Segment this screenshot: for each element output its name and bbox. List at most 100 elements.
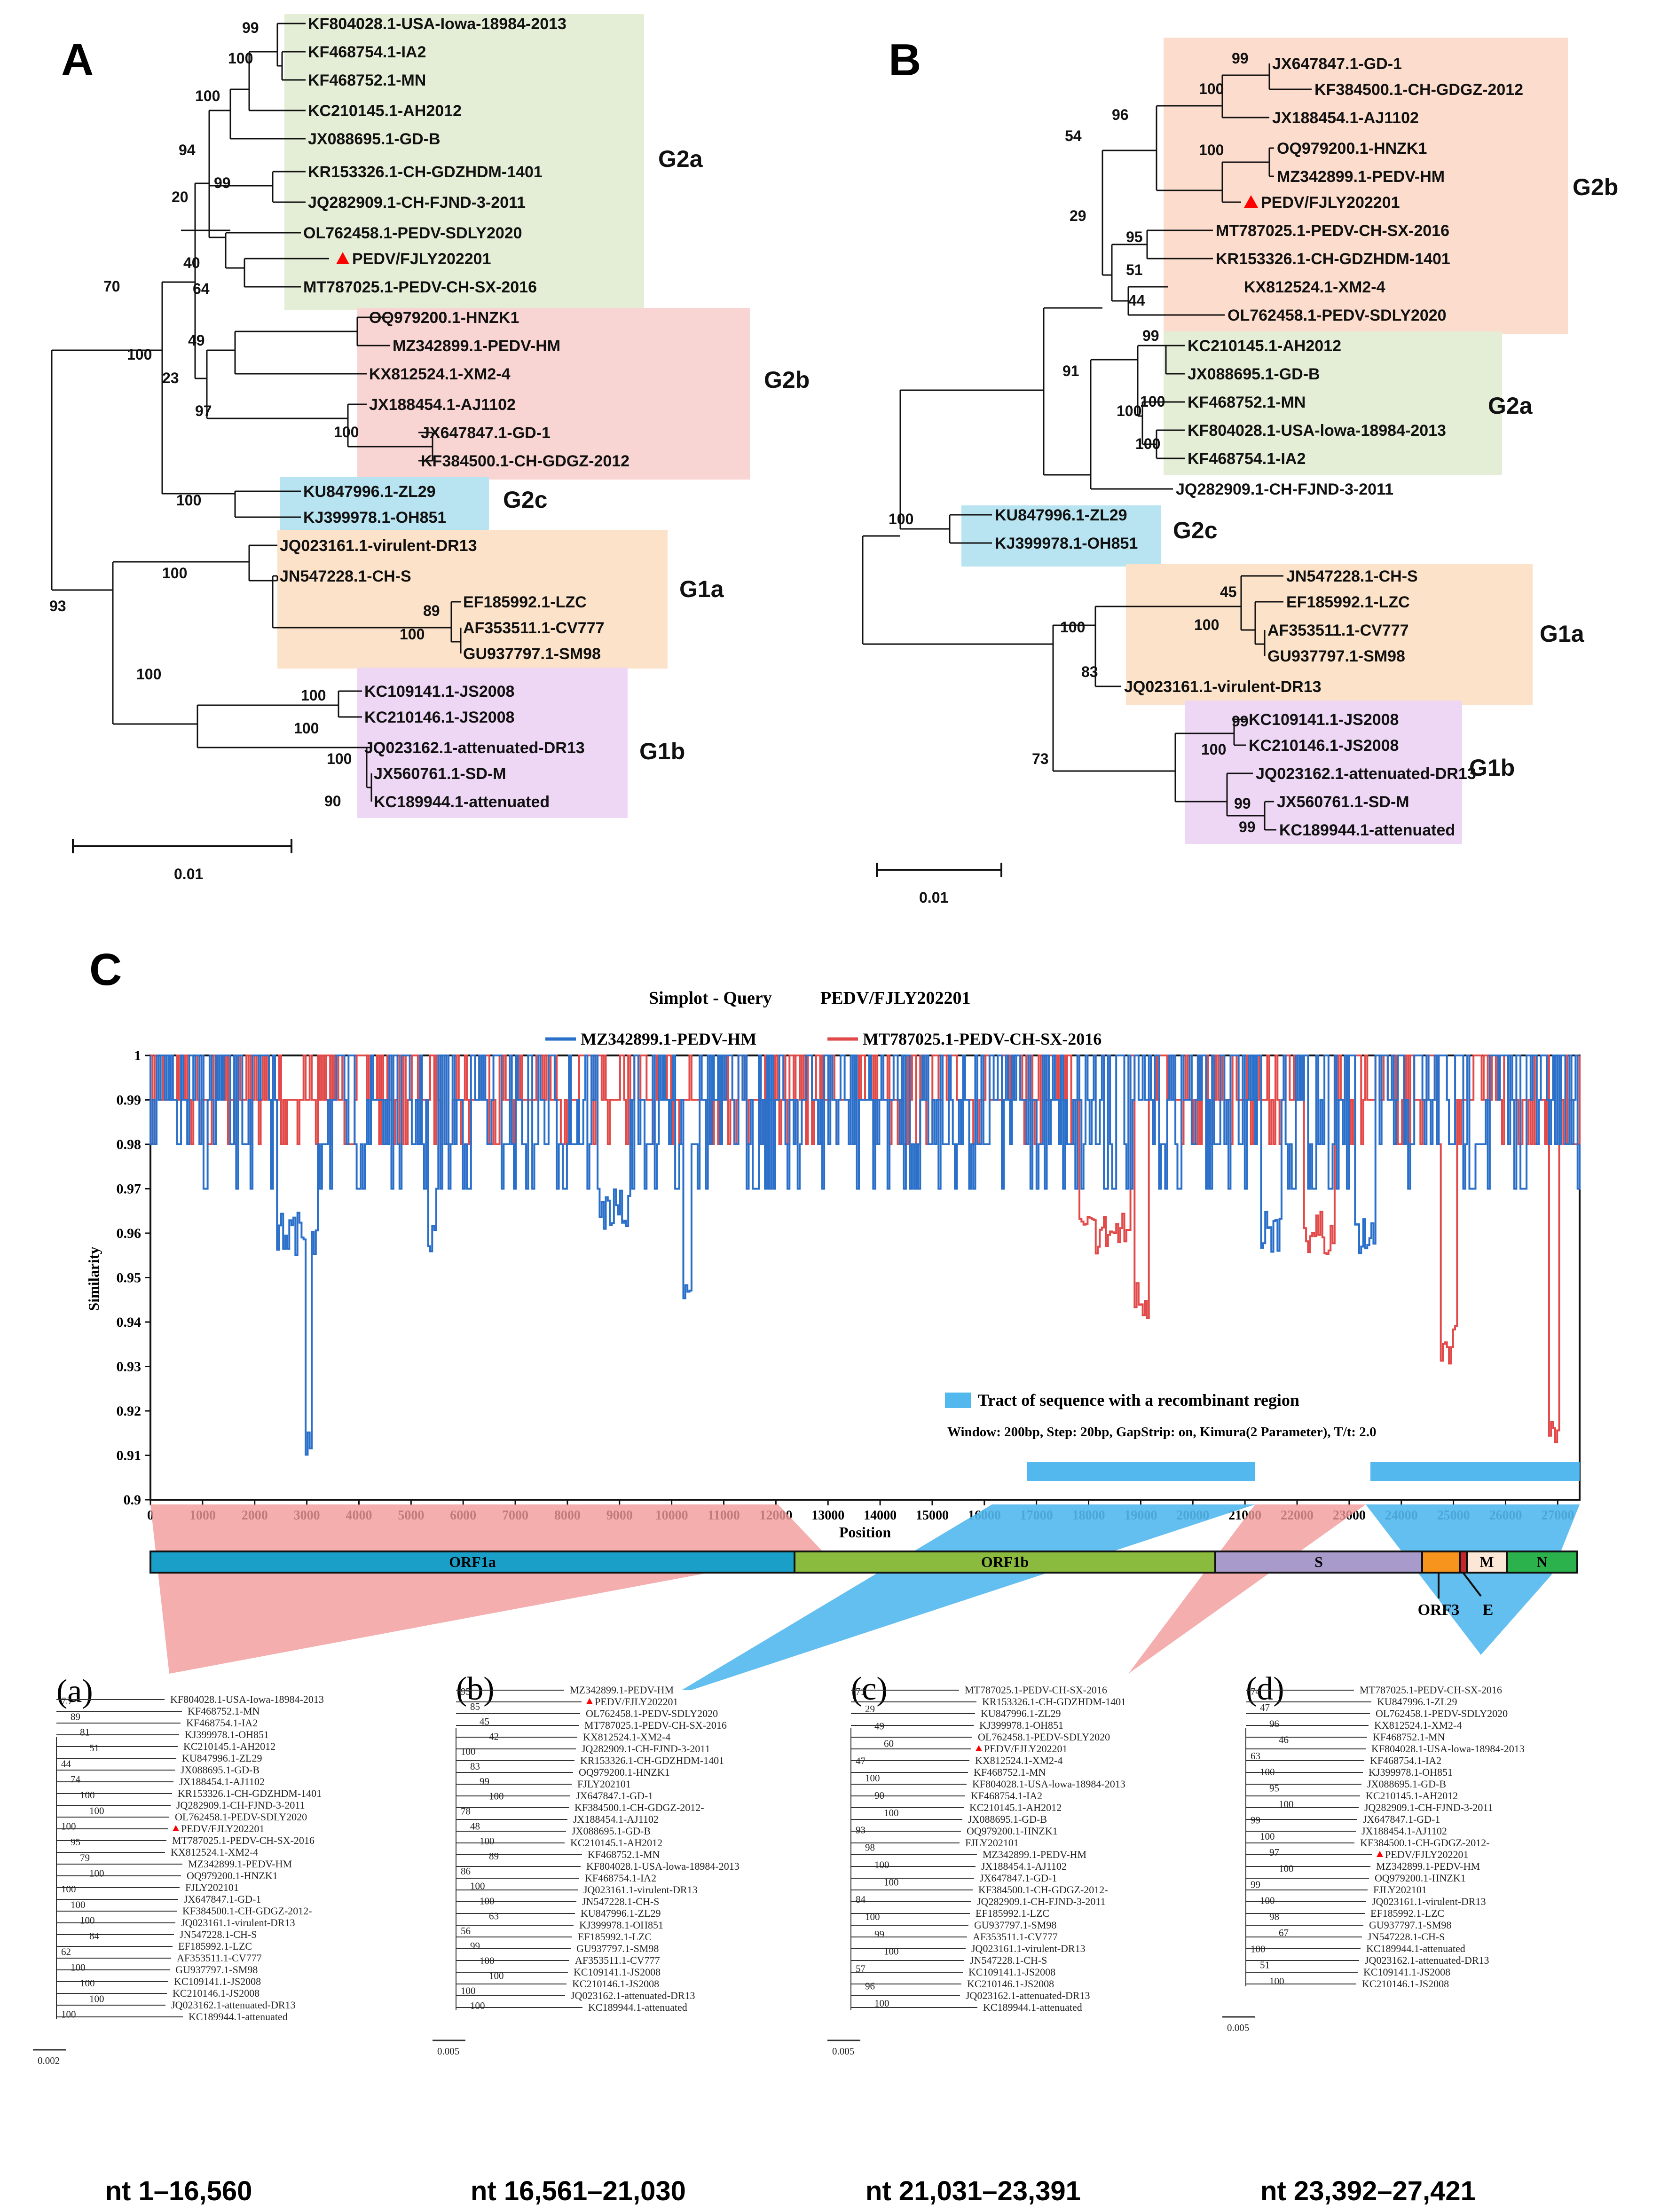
y-tick-label: 1 [134,1048,141,1063]
subtree-tip-label: JQ282909.1-CH-FJND-3-2011 [582,1743,710,1755]
subtree-tip-label: MZ342899.1-PEDV-HM [188,1858,292,1870]
region-range-label: nt 16,561–21,030 [471,2176,686,2206]
subtree-tip-label: KC189944.1-attenuated [189,2011,288,2023]
tract-legend-label: Tract of sequence with a recombinant reg… [978,1391,1299,1409]
subtree-tip-label: KC210146.1-JS2008 [967,1978,1054,1990]
tip-label: MZ342899.1-PEDV-HM [393,337,560,355]
subtree-tip-label: KC210146.1-JS2008 [1362,1978,1449,1990]
group-box-g2c [280,477,489,531]
genome-segment [1459,1551,1468,1574]
subtree-bootstrap: 74 [71,1774,81,1785]
subtree-tip-label: KR153326.1-CH-GDZHDM-1401 [580,1755,724,1766]
bootstrap-label: 83 [1081,663,1098,680]
subtree-tip-label: JX088695.1-GD-B [572,1825,651,1837]
legend-label: MZ342899.1-PEDV-HM [581,1030,756,1048]
tip-label: KX812524.1-XM2-4 [369,365,511,383]
subtree-tip-label: EF185992.1-LZC [178,1940,252,1952]
subtree-tip-label: FJLY202101 [1373,1884,1427,1896]
subtree-bootstrap: 47 [1260,1702,1270,1713]
tip-label: JQ023162.1-attenuated-DR13 [1256,765,1476,783]
bootstrap-label: 100 [136,666,161,683]
subtree-tip-label: GU937797.1-SM98 [1369,1919,1451,1931]
recombinant-tract [1370,1462,1580,1481]
subtree-tip-label: JQ282909.1-CH-FJND-3-2011 [176,1799,305,1811]
group-box-g1a [1126,564,1533,705]
tip-label: KF468754.1-IA2 [1188,450,1306,468]
group-label: G1b [1469,755,1515,781]
bootstrap-label: 89 [423,602,440,619]
subtree-letter: (b) [456,1671,495,1707]
subtree-tip-label: KF804028.1-USA-lowa-18984-2013 [586,1860,740,1872]
gene-label: ORF3 [1418,1601,1460,1619]
subtree-tip-label: EF185992.1-LZC [976,1907,1049,1919]
y-tick-label: 0.93 [117,1359,142,1375]
group-box-g1a [277,530,668,669]
subtree-tip-label: PEDV/FJLY202201 [595,1696,678,1708]
subtree-bootstrap: 100 [61,2009,76,2020]
panel-letter: C [89,945,122,995]
tip-label: KC210146.1-JS2008 [1249,737,1399,755]
subtree-tip-label: PEDV/FJLY202201 [984,1743,1067,1755]
region-connector-c [1128,1504,1366,1674]
query-marker [1244,195,1258,208]
subtree-bootstrap: 100 [489,1791,504,1802]
group-box-g1b [357,668,628,818]
tip-label: KC189944.1-attenuated [374,793,550,811]
tip-label: KC109141.1-JS2008 [364,683,514,701]
bootstrap-label: 100 [334,424,359,441]
subtree-tip-label: PEDV/FJLY202201 [1385,1849,1468,1860]
group-box-g2b [357,308,750,480]
tip-label: KF468752.1-MN [1188,394,1306,411]
tip-label: KU847996.1-ZL29 [995,506,1127,524]
tip-label: KJ399978.1-OH851 [995,535,1138,552]
gene-label: M [1479,1553,1494,1570]
subtree-tip-label: EF185992.1-LZC [578,1931,652,1943]
y-tick-label: 0.99 [117,1093,142,1108]
x-tick-label: 13000 [811,1508,844,1523]
genome-segment [1421,1551,1461,1574]
gene-label: E [1483,1601,1494,1619]
subtree-tip-label: FJLY202101 [965,1837,1019,1849]
subtree-tip-label: KX812524.1-XM2-4 [1374,1719,1462,1731]
subtree-tip-label: JQ023161.1-virulent-DR13 [1372,1896,1486,1907]
subtree-bootstrap: 57 [856,1963,866,1974]
subtree-bootstrap: 51 [1260,1960,1270,1971]
subtree-tip-label: KF384500.1-CH-GDGZ-2012- [182,1905,312,1917]
subtree-tip-label: MT787025.1-PEDV-CH-SX-2016 [584,1719,727,1731]
subtree-bootstrap: 56 [461,1925,471,1936]
subtree-bootstrap: 42 [489,1731,499,1742]
bootstrap-label: 100 [1194,616,1219,633]
subtree-bootstrap: 100 [80,1789,95,1801]
subtree-tip-label: JX647847.1-GD-1 [184,1893,261,1905]
bootstrap-label: 96 [1112,106,1129,123]
subtree-scale-label: 0.005 [437,2046,459,2057]
subtree-tip-label: GU937797.1-SM98 [175,1964,258,1976]
tip-label: OQ979200.1-HNZK1 [369,309,519,327]
subtree-bootstrap: 100 [1279,1798,1294,1810]
subtree-tip-label: JQ023161.1-virulent-DR13 [971,1943,1086,1954]
subtree-tip-label: OL762458.1-PEDV-SDLY2020 [978,1731,1110,1743]
subtree-bootstrap: 95 [461,1686,471,1697]
subtree-tip-label: KC210145.1-AH2012 [183,1740,275,1752]
subtree-tip-label: KC109141.1-JS2008 [574,1966,661,1978]
subtree-tip-label: KJ399978.1-OH851 [1369,1766,1453,1778]
tip-label: JQ282909.1-CH-FJND-3-2011 [308,194,526,212]
bootstrap-label: 99 [242,19,259,36]
panel-letter: B [889,35,921,85]
subtree-tip-label: MZ342899.1-PEDV-HM [1376,1860,1480,1872]
subtree-tip-label: JQ282909.1-CH-FJND-3-2011 [1364,1802,1493,1813]
tip-label: KC189944.1-attenuated [1279,821,1455,839]
tree-b: JX647847.1-GD-1 KF384500.1-CH-GDGZ-2012 JX… [862,50,1523,839]
subtree-bootstrap: 95 [1269,1782,1279,1794]
parameter-text: Window: 200bp, Step: 20bp, GapStrip: on,… [947,1425,1376,1440]
recombinant-tract [1027,1462,1255,1481]
panel-letter: A [61,35,94,85]
group-label: G1a [679,576,724,602]
bootstrap-label: 100 [889,511,913,527]
subtree-bootstrap: 46 [1279,1734,1289,1746]
tip-label: KF384500.1-CH-GDGZ-2012 [421,452,629,470]
subtree-bootstrap: 100 [61,1821,76,1832]
subtree-tip-label: MZ342899.1-PEDV-HM [570,1684,674,1696]
subtree-letter: (d) [1246,1671,1284,1707]
simplot-title: Simplot - Query [649,988,772,1008]
